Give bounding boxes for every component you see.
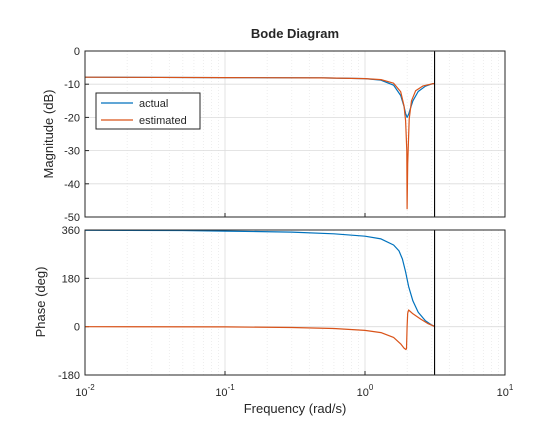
magnitude-series bbox=[84, 51, 436, 217]
x-tick-base: 10 bbox=[497, 387, 509, 399]
x-tick-label: 100 bbox=[357, 383, 374, 399]
magnitude-ylabel: Magnitude (dB) bbox=[41, 90, 56, 179]
y-tick-label: 0 bbox=[74, 322, 80, 334]
x-tick-exponent: -1 bbox=[228, 383, 236, 392]
phase-ylabel: Phase (deg) bbox=[33, 267, 48, 338]
phase-y-ticks: 360 180 0 -180 bbox=[58, 225, 80, 382]
y-tick-label: -50 bbox=[64, 212, 80, 224]
legend-label-actual: actual bbox=[139, 98, 168, 110]
x-tick-exponent: -2 bbox=[88, 383, 96, 392]
chart-title: Bode Diagram bbox=[251, 26, 339, 41]
x-axis-label: Frequency (rad/s) bbox=[244, 401, 347, 416]
x-tick-labels: 10-2 10-1 100 101 bbox=[75, 383, 514, 399]
legend-label-estimated: estimated bbox=[139, 115, 187, 127]
magnitude-y-ticks: 0 -10 -20 -30 -40 -50 bbox=[64, 46, 80, 224]
y-tick-label: 360 bbox=[62, 225, 80, 237]
y-tick-label: -10 bbox=[64, 79, 80, 91]
series-line-estimated bbox=[84, 309, 435, 351]
magnitude-axes-box bbox=[84, 50, 506, 218]
y-tick-label: -20 bbox=[64, 112, 80, 124]
phase-series bbox=[84, 229, 436, 375]
x-tick-base: 10 bbox=[215, 387, 227, 399]
phase-axes-box bbox=[84, 229, 506, 376]
y-tick-label: 180 bbox=[62, 273, 80, 285]
y-tick-label: -30 bbox=[64, 146, 80, 158]
x-tick-base: 10 bbox=[357, 387, 369, 399]
x-tick-exponent: 1 bbox=[509, 383, 514, 392]
x-tick-label: 10-1 bbox=[215, 383, 235, 399]
legend-box bbox=[95, 92, 201, 130]
y-tick-label: 0 bbox=[74, 46, 80, 58]
x-tick-exponent: 0 bbox=[369, 383, 374, 392]
y-tick-label: -40 bbox=[64, 179, 80, 191]
x-tick-label: 101 bbox=[497, 383, 514, 399]
legend: actual estimated bbox=[95, 92, 201, 130]
x-tick-label: 10-2 bbox=[75, 383, 95, 399]
series-line-estimated bbox=[84, 76, 435, 210]
y-tick-label: -180 bbox=[58, 370, 80, 382]
series-line-actual bbox=[84, 229, 435, 327]
x-tick-base: 10 bbox=[75, 387, 87, 399]
